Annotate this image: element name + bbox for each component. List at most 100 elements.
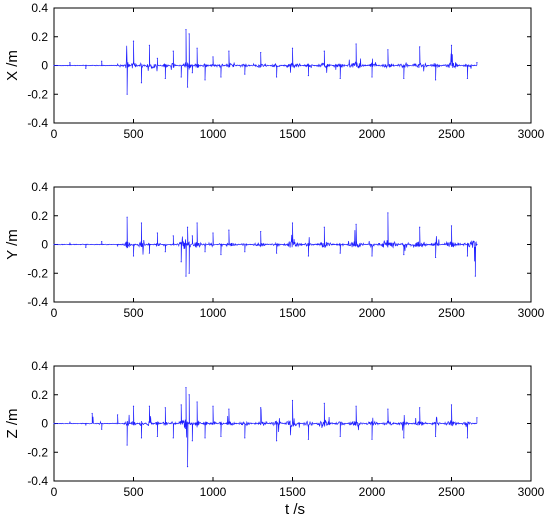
y-data-point [196, 222, 198, 224]
y-data-point [403, 253, 405, 256]
panel-x: 0 500 1000 1500 2000 2500 3000 -0.4 -0.2 0 0.2 0.4 X… [4, 1, 545, 141]
y-data-point [476, 243, 478, 246]
z-data-point [291, 399, 294, 402]
x-data-point [117, 63, 119, 65]
x-data-point [196, 47, 198, 49]
y-data-point [126, 216, 128, 218]
x-data-point [164, 77, 166, 80]
x-x-tick-label: 2500 [438, 127, 465, 141]
x-data-point [435, 79, 437, 81]
y-x-tick-label: 1000 [200, 306, 227, 320]
y-x-tick-label: 1500 [279, 306, 306, 320]
y-data-point [204, 251, 206, 253]
y-data-point [53, 243, 55, 246]
x-data-point [403, 77, 405, 80]
y-data-point [140, 222, 143, 224]
z-data-point [228, 408, 230, 410]
x-data-point [85, 67, 87, 69]
y-data-point [212, 232, 214, 234]
z-data-point [132, 405, 135, 407]
x-data-point [69, 62, 71, 64]
x-data-point [191, 72, 193, 74]
y-data-point [355, 223, 357, 225]
y-data-point [244, 251, 246, 253]
y-y-axis-title: Y /m [4, 229, 21, 260]
y-x-tick-label: 2000 [359, 306, 386, 320]
z-x-tick-label: 500 [123, 485, 143, 499]
x-y-tick-label: 0.2 [31, 30, 48, 44]
y-data-point [186, 226, 189, 228]
z-x-tick-label: 3000 [518, 485, 545, 499]
x-y-tick-label: 0 [41, 59, 48, 73]
x-y-axis-title: X /m [4, 50, 21, 81]
y-data-point [191, 235, 193, 237]
z-data-point [220, 435, 222, 438]
z-data-point [244, 437, 246, 439]
y-data-point [466, 255, 468, 257]
x-data-point [180, 76, 182, 78]
y-data-point [419, 226, 421, 228]
y-y-tick-label: 0 [41, 238, 48, 252]
y-data-point [172, 235, 174, 237]
y-data-point [307, 255, 309, 257]
y-data-point [323, 226, 325, 228]
z-data-point [156, 435, 158, 438]
z-y-tick-label: -0.2 [27, 445, 48, 459]
z-data-point [140, 437, 143, 439]
z-data-point [419, 407, 421, 409]
z-data-point [185, 386, 187, 389]
z-data-point [435, 435, 437, 438]
y-data-point [101, 241, 103, 243]
z-data-point [204, 437, 206, 439]
z-data-point [191, 440, 193, 442]
z-data-point [339, 435, 341, 438]
z-data-point [180, 404, 182, 406]
x-y-tick-label: -0.2 [27, 87, 48, 101]
z-y-tick-label: 0 [41, 417, 48, 431]
z-x-tick-label: 2500 [438, 485, 465, 499]
y-data-point [180, 261, 182, 263]
z-y-axis-title: Z /m [4, 409, 21, 439]
z-data-point [276, 440, 278, 442]
z-data-point [53, 422, 55, 425]
y-data-point [85, 246, 87, 248]
z-data-point [212, 405, 214, 407]
x-x-tick-label: 2000 [359, 127, 386, 141]
z-data-point [355, 405, 357, 407]
y-data-point [69, 242, 71, 244]
x-data-point [204, 79, 206, 81]
z-data-point [371, 438, 373, 440]
z-x-tick-label: 2000 [359, 485, 386, 499]
z-y-tick-label: -0.4 [27, 474, 48, 488]
x-data-point [307, 74, 309, 77]
x-y-tick-label: 0.4 [31, 1, 48, 15]
z-series-line [53, 387, 478, 467]
x-data-point [323, 50, 325, 52]
x-data-point [260, 51, 262, 54]
x-data-point [220, 76, 222, 78]
x-data-point [156, 57, 158, 59]
y-data-point [117, 245, 119, 247]
x-data-point [387, 49, 389, 51]
z-data-point [476, 417, 478, 419]
y-x-tick-label: 500 [123, 306, 143, 320]
x-data-point [140, 82, 143, 84]
y-x-tick-label: 3000 [518, 306, 545, 320]
z-data-point [466, 437, 468, 439]
y-y-tick-label: 0.2 [31, 209, 48, 223]
panel-z: 0 500 1000 1500 2000 2500 3000 -0.4 -0.2 0 0.2 0.4 Z… [4, 359, 545, 499]
y-y-tick-label: 0.4 [31, 180, 48, 194]
z-data-point [148, 405, 150, 407]
x-data-point [126, 93, 128, 95]
y-data-point [132, 255, 135, 257]
x-data-point [476, 62, 478, 64]
y-data-point [339, 252, 341, 254]
z-data-point [403, 437, 405, 439]
z-x-tick-label: 1000 [200, 485, 227, 499]
z-data-point [126, 444, 128, 446]
y-data-point [474, 275, 476, 277]
x-data-point [228, 50, 230, 52]
z-data-point [101, 428, 103, 430]
x-data-point [291, 47, 294, 49]
